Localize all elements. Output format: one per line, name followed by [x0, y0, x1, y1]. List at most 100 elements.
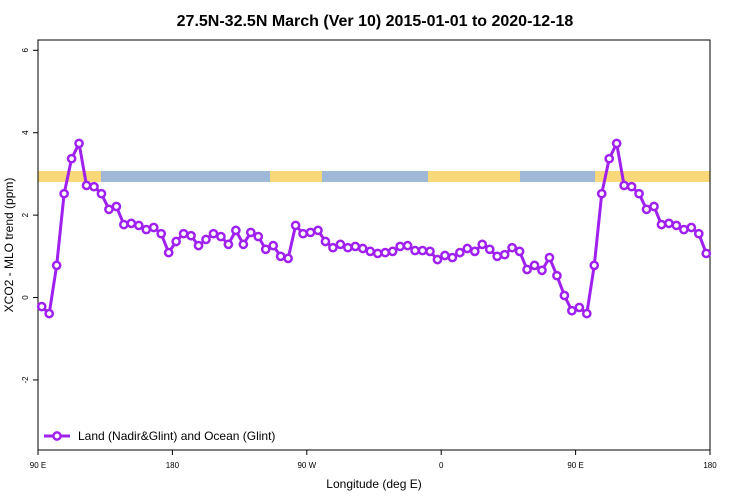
point-marker [522, 264, 532, 275]
point-marker [507, 242, 517, 253]
point-marker [596, 188, 607, 199]
point-marker [417, 245, 428, 256]
point-marker [59, 188, 69, 199]
point-marker [641, 204, 652, 215]
point-marker [290, 220, 301, 231]
point-marker [686, 222, 697, 233]
point-marker [335, 239, 346, 250]
point-marker [193, 240, 204, 251]
legend-label: Land (Nadir&Glint) and Ocean (Glint) [78, 429, 275, 443]
point-marker [634, 188, 644, 199]
point-marker [365, 246, 376, 257]
point-marker [552, 270, 562, 281]
point-marker [589, 260, 600, 271]
point-marker [328, 242, 338, 253]
y-tick-label: -2 [21, 376, 30, 384]
point-marker [626, 181, 637, 192]
point-marker [462, 243, 473, 254]
point-marker [201, 234, 211, 245]
point-marker [611, 138, 622, 149]
point-marker [141, 224, 152, 235]
point-marker [186, 230, 196, 241]
y-axis-label: XCO2 - MLO trend (ppm) [2, 178, 16, 313]
point-marker [36, 301, 47, 312]
point-marker [649, 201, 659, 212]
point-marker [387, 246, 398, 257]
point-marker [499, 249, 510, 260]
point-marker [44, 308, 55, 319]
point-marker [51, 260, 62, 271]
point-marker [253, 231, 264, 242]
point-marker [372, 248, 383, 259]
x-tick-label: 90 E [567, 461, 583, 470]
point-marker [484, 244, 495, 255]
point-marker [89, 181, 99, 192]
point-marker [357, 243, 368, 254]
chart-title: 27.5N-32.5N March (Ver 10) 2015-01-01 to… [177, 13, 574, 30]
point-marker [544, 252, 555, 263]
point-marker [469, 246, 480, 257]
point-marker [581, 308, 592, 319]
point-marker [447, 252, 458, 263]
point-marker [425, 246, 435, 257]
point-marker [679, 224, 689, 235]
x-tick-label: 0 [439, 461, 444, 470]
point-marker [283, 253, 293, 264]
point-marker [133, 220, 144, 231]
point-marker [238, 239, 249, 250]
point-marker [275, 251, 286, 262]
point-marker [104, 204, 114, 215]
legend-marker [52, 431, 62, 441]
point-marker [111, 201, 122, 212]
point-marker [559, 290, 570, 301]
point-marker [410, 245, 420, 256]
point-marker [701, 248, 712, 259]
point-marker [440, 250, 450, 261]
point-marker [66, 153, 77, 164]
point-marker [119, 219, 129, 230]
point-marker [350, 241, 361, 252]
point-marker [604, 153, 615, 164]
point-marker [477, 239, 488, 250]
x-axis-label: Longitude (deg E) [326, 477, 421, 491]
point-marker [268, 240, 279, 251]
point-marker [208, 228, 219, 239]
point-marker [537, 265, 547, 276]
x-tick-label: 180 [703, 461, 717, 470]
point-marker [664, 218, 674, 229]
point-marker [514, 246, 525, 257]
point-marker [305, 227, 316, 238]
point-marker [567, 305, 577, 316]
x-tick-label: 90 E [30, 461, 46, 470]
point-marker [380, 247, 391, 258]
point-marker [671, 220, 682, 231]
point-marker [171, 236, 181, 247]
y-tick-label: 2 [21, 212, 30, 217]
point-marker [163, 247, 174, 258]
point-marker [245, 227, 256, 238]
land-ocean-strip [38, 171, 710, 182]
point-marker [619, 180, 629, 191]
point-marker [313, 225, 323, 236]
y-tick-label: 6 [21, 48, 30, 53]
point-marker [432, 254, 443, 265]
point-marker [395, 241, 405, 252]
point-marker [320, 236, 331, 247]
point-marker [223, 239, 234, 250]
point-marker [529, 260, 540, 271]
point-marker [298, 228, 308, 239]
point-marker [126, 218, 137, 229]
y-tick-label: 4 [21, 130, 30, 135]
point-marker [656, 219, 667, 230]
point-marker [148, 222, 159, 233]
point-marker [81, 180, 92, 191]
x-tick-label: 90 W [297, 461, 316, 470]
point-marker [178, 228, 189, 239]
point-marker [156, 228, 167, 239]
point-marker [74, 138, 84, 149]
point-marker [216, 231, 226, 242]
point-marker [96, 188, 107, 199]
point-marker [402, 240, 413, 251]
plot-frame [37, 39, 711, 451]
